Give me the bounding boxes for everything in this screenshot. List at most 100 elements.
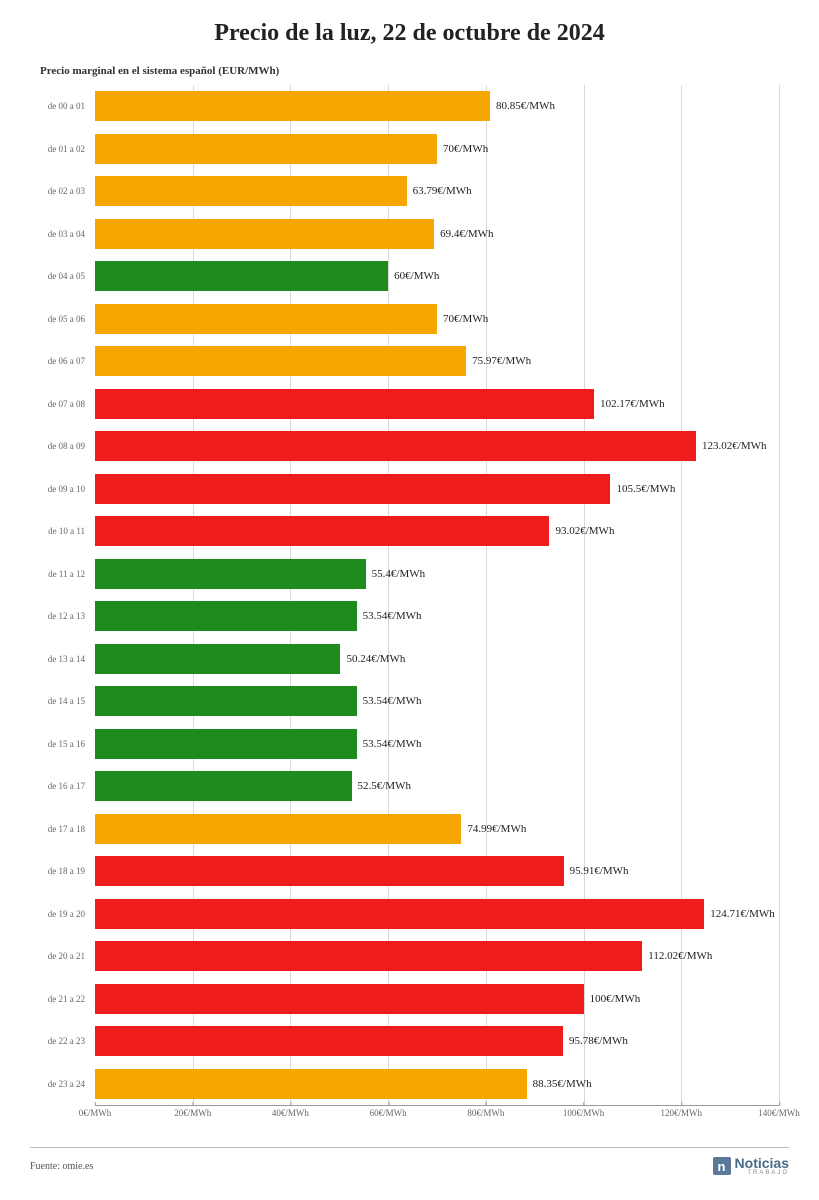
bar: 88.35€/MWh [95,1069,527,1099]
bar: 55.4€/MWh [95,559,366,589]
bar: 60€/MWh [95,261,388,291]
publisher-logo: n Noticias TRABAJO [713,1156,789,1176]
y-category-label: de 14 a 15 [30,696,90,706]
bar: 112.02€/MWh [95,941,642,971]
bar-value-label: 53.54€/MWh [357,610,422,622]
y-category-label: de 09 a 10 [30,484,90,494]
source-text: Fuente: omie.es [30,1161,93,1172]
bar-row: de 11 a 1255.4€/MWh [95,553,779,596]
bar: 93.02€/MWh [95,516,549,546]
chart-title: Precio de la luz, 22 de octubre de 2024 [30,20,789,47]
x-tick-label: 80€/MWh [467,1108,504,1118]
y-category-label: de 19 a 20 [30,909,90,919]
chart-subtitle: Precio marginal en el sistema español (E… [40,65,789,77]
y-category-label: de 08 a 09 [30,441,90,451]
bar-value-label: 70€/MWh [437,143,488,155]
x-tick-label: 140€/MWh [758,1108,800,1118]
logo-main-text: Noticias [735,1156,789,1170]
y-category-label: de 04 a 05 [30,271,90,281]
y-category-label: de 22 a 23 [30,1036,90,1046]
bar-value-label: 112.02€/MWh [642,950,712,962]
x-tick-label: 100€/MWh [563,1108,605,1118]
y-category-label: de 10 a 11 [30,526,90,536]
x-tick-label: 120€/MWh [661,1108,703,1118]
bar-value-label: 123.02€/MWh [696,440,766,452]
bar-row: de 06 a 0775.97€/MWh [95,340,779,383]
y-category-label: de 20 a 21 [30,951,90,961]
y-category-label: de 21 a 22 [30,994,90,1004]
x-axis: 0€/MWh20€/MWh40€/MWh60€/MWh80€/MWh100€/M… [95,1105,779,1135]
bar: 80.85€/MWh [95,91,490,121]
bar-value-label: 102.17€/MWh [594,398,664,410]
bar-value-label: 50.24€/MWh [340,653,405,665]
bar-value-label: 52.5€/MWh [352,780,411,792]
bar-row: de 23 a 2488.35€/MWh [95,1063,779,1106]
bar-value-label: 55.4€/MWh [366,568,425,580]
bar: 53.54€/MWh [95,686,357,716]
bar-row: de 12 a 1353.54€/MWh [95,595,779,638]
y-category-label: de 11 a 12 [30,569,90,579]
bar-value-label: 95.91€/MWh [564,865,629,877]
bar-value-label: 60€/MWh [388,270,439,282]
bar-row: de 17 a 1874.99€/MWh [95,808,779,851]
bar-value-label: 53.54€/MWh [357,738,422,750]
plot-area: de 00 a 0180.85€/MWhde 01 a 0270€/MWhde … [95,85,779,1105]
y-category-label: de 01 a 02 [30,144,90,154]
y-category-label: de 05 a 06 [30,314,90,324]
bar: 102.17€/MWh [95,389,594,419]
bar: 100€/MWh [95,984,584,1014]
bar-row: de 02 a 0363.79€/MWh [95,170,779,213]
bar: 124.71€/MWh [95,899,704,929]
x-tick-label: 0€/MWh [79,1108,112,1118]
y-category-label: de 16 a 17 [30,781,90,791]
bar-row: de 21 a 22100€/MWh [95,978,779,1021]
logo-sub-text: TRABAJO [735,1170,789,1176]
bar-row: de 05 a 0670€/MWh [95,298,779,341]
bar: 70€/MWh [95,134,437,164]
bar-value-label: 53.54€/MWh [357,695,422,707]
bar: 123.02€/MWh [95,431,696,461]
bar: 105.5€/MWh [95,474,610,504]
x-tick-label: 20€/MWh [174,1108,211,1118]
bar-value-label: 93.02€/MWh [549,525,614,537]
bar-row: de 22 a 2395.78€/MWh [95,1020,779,1063]
y-category-label: de 07 a 08 [30,399,90,409]
bar-row: de 08 a 09123.02€/MWh [95,425,779,468]
y-category-label: de 17 a 18 [30,824,90,834]
bar-value-label: 74.99€/MWh [461,823,526,835]
bar-value-label: 63.79€/MWh [407,185,472,197]
bar-row: de 04 a 0560€/MWh [95,255,779,298]
bar-row: de 19 a 20124.71€/MWh [95,893,779,936]
bar-row: de 13 a 1450.24€/MWh [95,638,779,681]
bar-value-label: 75.97€/MWh [466,355,531,367]
bar-row: de 09 a 10105.5€/MWh [95,468,779,511]
y-category-label: de 23 a 24 [30,1079,90,1089]
bar-value-label: 100€/MWh [584,993,641,1005]
y-category-label: de 02 a 03 [30,186,90,196]
bar-row: de 14 a 1553.54€/MWh [95,680,779,723]
y-category-label: de 03 a 04 [30,229,90,239]
bar-value-label: 95.78€/MWh [563,1035,628,1047]
bar-value-label: 70€/MWh [437,313,488,325]
bar: 95.78€/MWh [95,1026,563,1056]
bar: 74.99€/MWh [95,814,461,844]
bar-value-label: 69.4€/MWh [434,228,493,240]
bar: 95.91€/MWh [95,856,564,886]
bar-row: de 15 a 1653.54€/MWh [95,723,779,766]
bar: 50.24€/MWh [95,644,340,674]
y-category-label: de 13 a 14 [30,654,90,664]
chart-footer: Fuente: omie.es n Noticias TRABAJO [30,1147,789,1176]
bar-row: de 07 a 08102.17€/MWh [95,383,779,426]
bar: 75.97€/MWh [95,346,466,376]
bar-row: de 16 a 1752.5€/MWh [95,765,779,808]
bar-row: de 01 a 0270€/MWh [95,128,779,171]
bar: 52.5€/MWh [95,771,352,801]
bar: 53.54€/MWh [95,601,357,631]
bar-value-label: 105.5€/MWh [610,483,675,495]
logo-icon: n [713,1157,731,1175]
bar: 63.79€/MWh [95,176,407,206]
gridline [779,85,780,1105]
x-tick-label: 60€/MWh [370,1108,407,1118]
y-category-label: de 15 a 16 [30,739,90,749]
x-tick-label: 40€/MWh [272,1108,309,1118]
